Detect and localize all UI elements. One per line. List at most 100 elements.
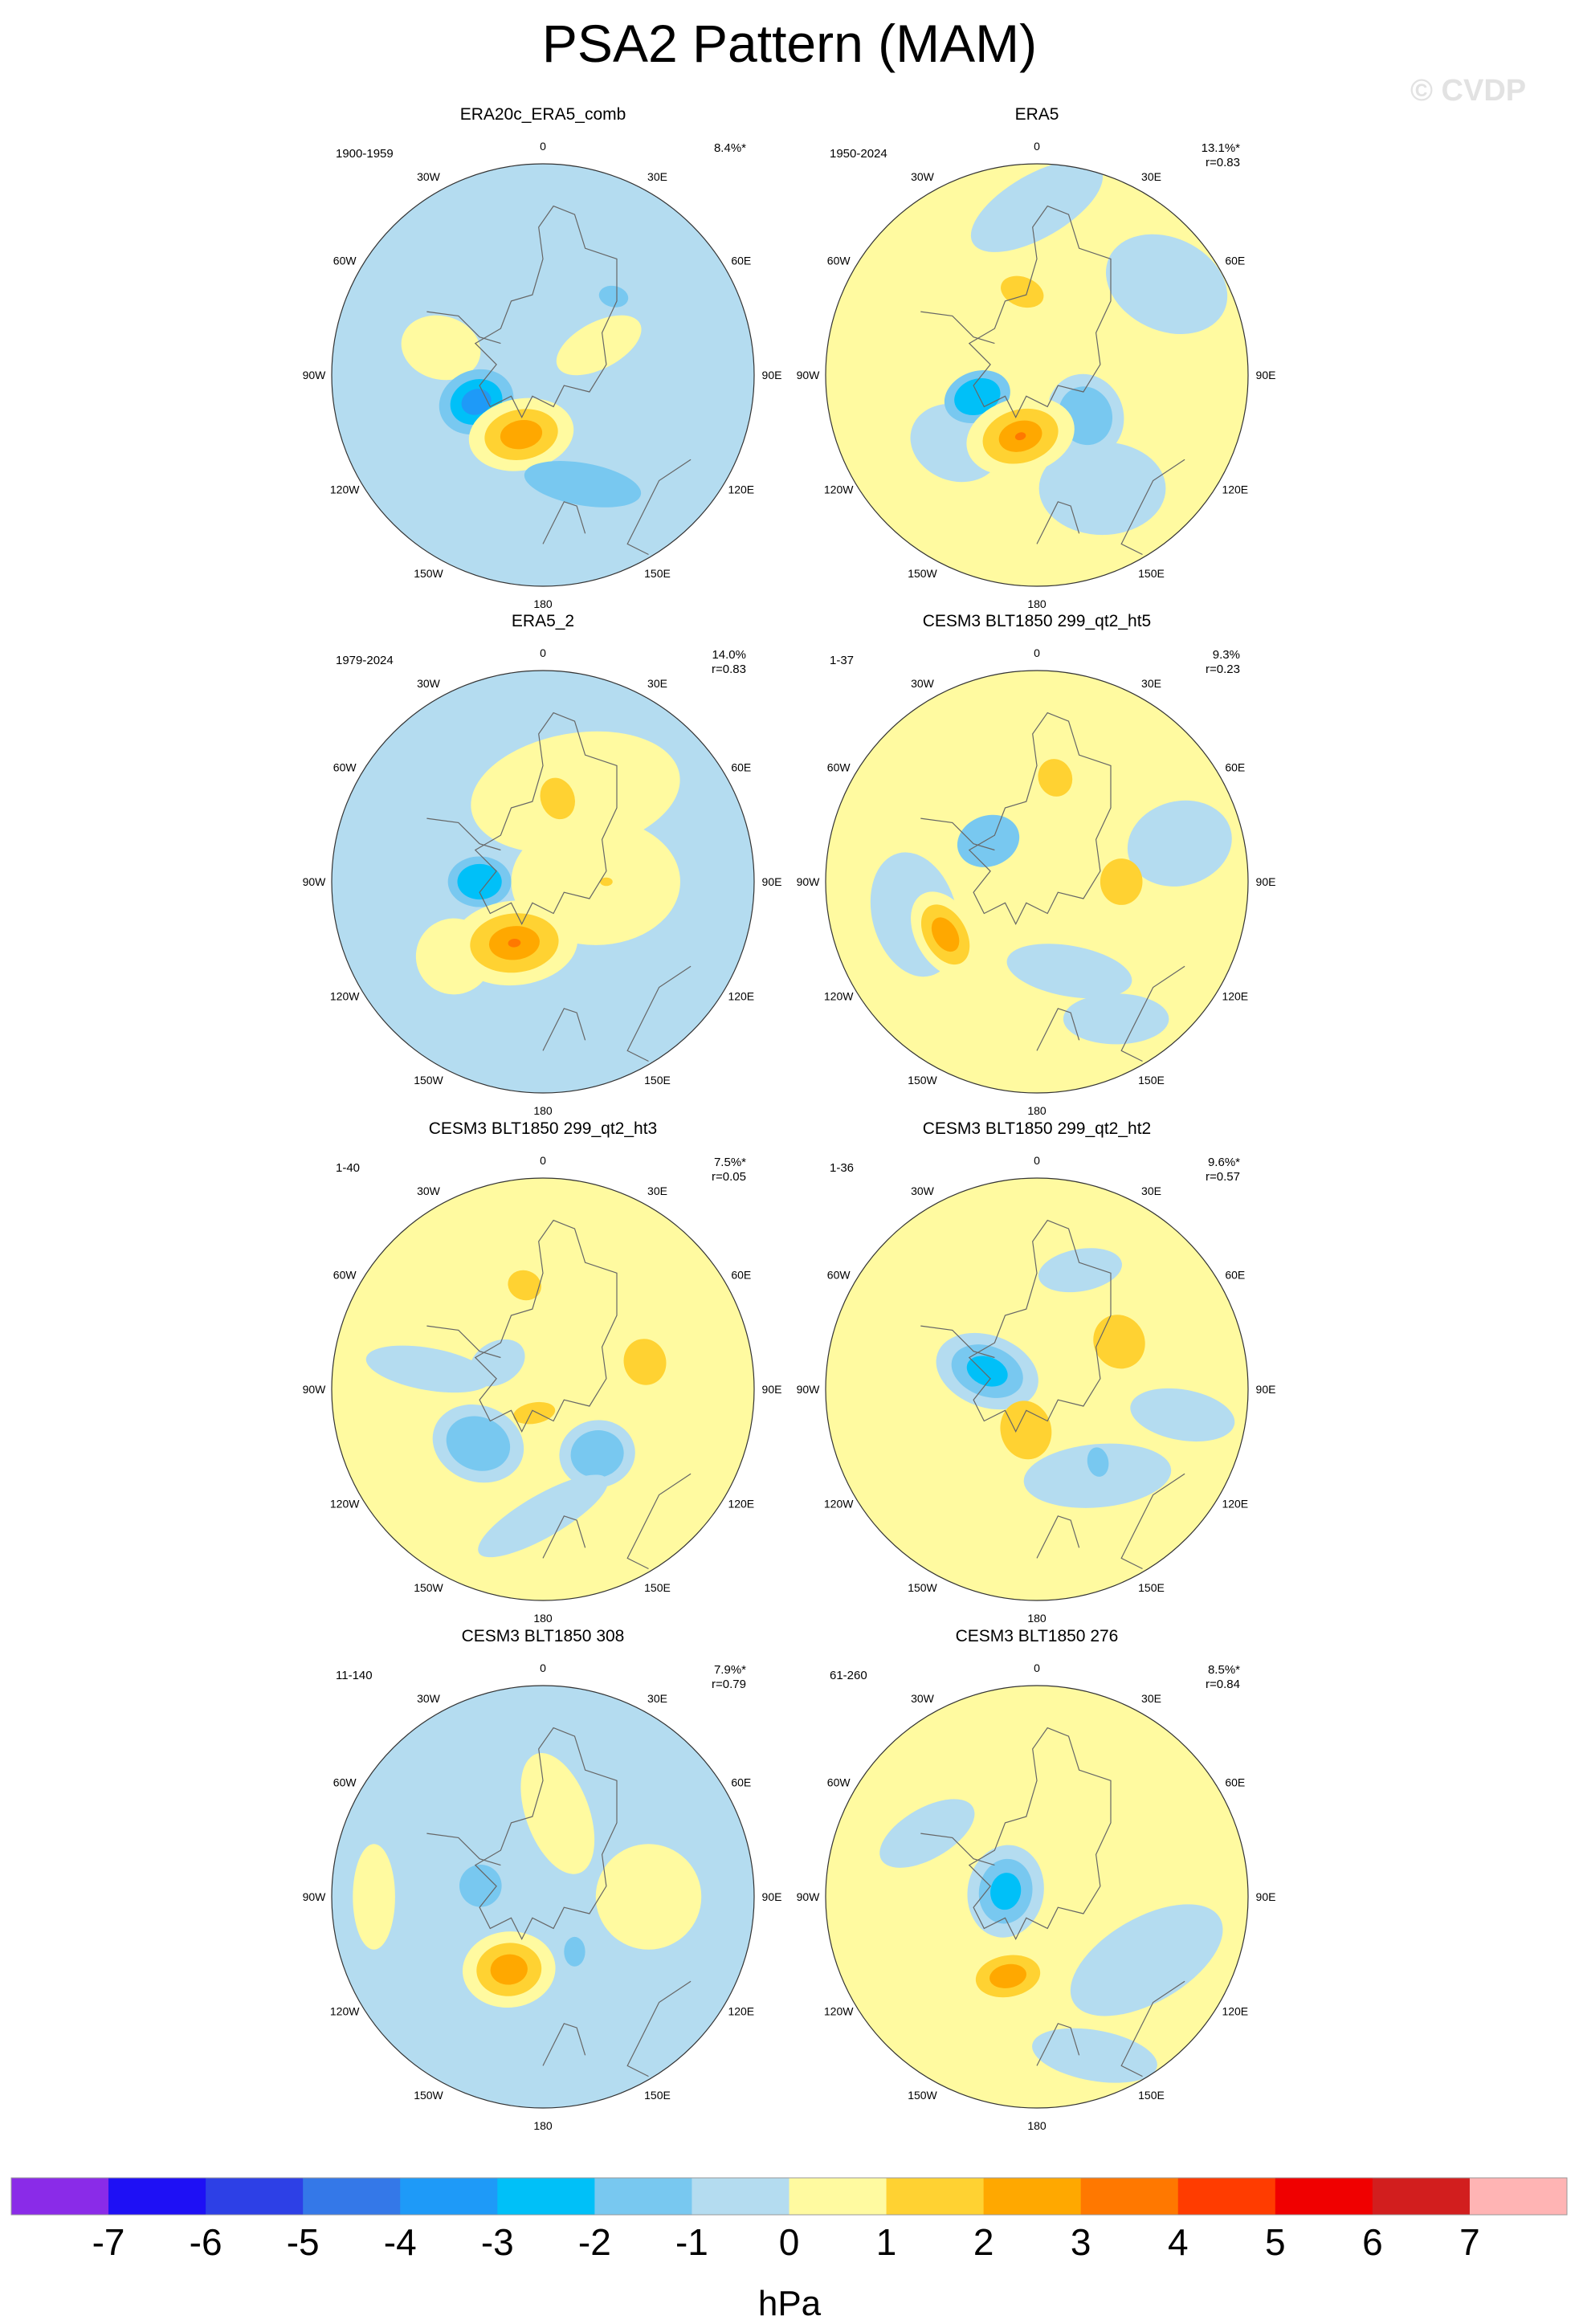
- colorbar-swatch: [789, 2178, 887, 2215]
- coastline: [542, 501, 586, 544]
- contour-region: [966, 1356, 1008, 1387]
- panel-period: 61-260: [830, 1669, 867, 1682]
- coastline: [474, 205, 618, 418]
- longitude-label: 90E: [762, 369, 782, 381]
- longitude-label: 120W: [330, 1498, 360, 1511]
- longitude-label: 60E: [731, 761, 751, 774]
- colorbar-tick-label: 4: [1168, 2221, 1189, 2263]
- longitude-label: 0: [540, 1661, 546, 1674]
- longitude-label: 90W: [797, 875, 821, 888]
- longitude-label: 90W: [303, 1890, 327, 1903]
- colorbar-tick-label: -6: [190, 2221, 222, 2263]
- panel-percent-variance: 7.5%*: [714, 1156, 746, 1169]
- longitude-label: 30E: [1141, 1692, 1161, 1705]
- contour-region: [500, 419, 543, 450]
- longitude-label: 150E: [1138, 1074, 1165, 1087]
- map-boundary: [825, 1177, 1249, 1601]
- colorbar-tick-label: -1: [675, 2221, 708, 2263]
- panel-correlation: r=0.84: [1206, 1678, 1240, 1691]
- contour-region: [570, 1430, 624, 1478]
- coastline: [1036, 1008, 1080, 1051]
- colorbar-swatch: [1275, 2178, 1373, 2215]
- panel-correlation: r=0.83: [712, 663, 746, 676]
- contour-region: [879, 1799, 975, 1868]
- longitude-label: 0: [540, 140, 546, 153]
- colorbar-tick-label: 2: [973, 2221, 994, 2263]
- map-boundary: [825, 1685, 1249, 2109]
- longitude-label: 60W: [827, 1776, 851, 1789]
- longitude-label: 30E: [647, 1184, 667, 1197]
- contour-region: [954, 377, 1001, 416]
- longitude-label: 90W: [303, 1383, 327, 1396]
- longitude-label: 60E: [1225, 1269, 1245, 1282]
- longitude-label: 120E: [1222, 990, 1248, 1003]
- longitude-label: 120W: [330, 483, 360, 496]
- coastline: [1120, 1980, 1185, 2077]
- longitude-label: 150W: [414, 2089, 443, 2102]
- colorbar-swatch: [303, 2178, 401, 2215]
- longitude-label: 30W: [911, 677, 935, 690]
- longitude-label: 150W: [414, 567, 443, 580]
- longitude-label: 180: [1027, 2119, 1047, 2132]
- longitude-label: 180: [533, 1612, 553, 1625]
- colorbar-swatch: [1372, 2178, 1471, 2215]
- colorbar-swatch: [983, 2178, 1082, 2215]
- longitude-label: 150E: [644, 567, 671, 580]
- coastline: [474, 1219, 618, 1433]
- longitude-label: 60E: [731, 1776, 751, 1789]
- longitude-label: 180: [1027, 1104, 1047, 1117]
- coastline: [542, 1515, 586, 1559]
- longitude-label: 120W: [330, 2005, 360, 2018]
- coastline: [426, 311, 501, 345]
- longitude-label: 60E: [731, 255, 751, 267]
- figure-title: PSA2 Pattern (MAM): [541, 14, 1038, 73]
- longitude-label: 120E: [728, 990, 754, 1003]
- longitude-label: 120W: [824, 990, 854, 1003]
- contour-region: [457, 863, 502, 900]
- longitude-label: 90E: [1256, 369, 1276, 381]
- longitude-label: 150W: [414, 1074, 443, 1087]
- longitude-label: 90W: [303, 875, 327, 888]
- panel-correlation: r=0.23: [1206, 663, 1240, 676]
- colorbar-swatch: [1469, 2178, 1568, 2215]
- longitude-label: 30W: [417, 1692, 441, 1705]
- map-background-field: [826, 671, 1248, 1093]
- colorbar-tick-label: 3: [1071, 2221, 1091, 2263]
- colorbar-tick-label: -2: [578, 2221, 611, 2263]
- longitude-label: 30E: [1141, 1184, 1161, 1197]
- coastline: [626, 965, 692, 1062]
- panel-title: CESM3 BLT1850 276: [956, 1627, 1119, 1645]
- longitude-label: 60W: [827, 255, 851, 267]
- longitude-label: 150W: [908, 2089, 937, 2102]
- contour-region: [461, 389, 492, 415]
- longitude-label: 0: [1034, 140, 1040, 153]
- longitude-label: 150E: [644, 2089, 671, 2102]
- longitude-label: 180: [533, 1104, 553, 1117]
- coastline: [626, 1473, 692, 1570]
- map-background-field: [332, 1686, 754, 2108]
- longitude-label: 150W: [908, 567, 937, 580]
- coastline: [920, 311, 995, 345]
- longitude-label: 150W: [908, 1074, 937, 1087]
- contour-region: [1001, 275, 1044, 308]
- longitude-label: 0: [1034, 1661, 1040, 1674]
- longitude-label: 180: [533, 597, 553, 610]
- coastline: [968, 205, 1112, 418]
- contour-region: [970, 164, 1104, 252]
- longitude-label: 120E: [1222, 483, 1248, 496]
- longitude-label: 30W: [911, 170, 935, 183]
- coastline: [920, 1833, 995, 1866]
- longitude-label: 120W: [330, 990, 360, 1003]
- panel-title: CESM3 BLT1850 299_qt2_ht3: [429, 1119, 657, 1138]
- coastline: [1120, 1473, 1185, 1570]
- longitude-label: 30E: [647, 170, 667, 183]
- panel-period: 1900-1959: [336, 147, 394, 161]
- contour-region: [989, 1963, 1026, 1988]
- contour-region: [1127, 800, 1232, 887]
- longitude-label: 150E: [644, 1581, 671, 1594]
- longitude-label: 90E: [1256, 1890, 1276, 1903]
